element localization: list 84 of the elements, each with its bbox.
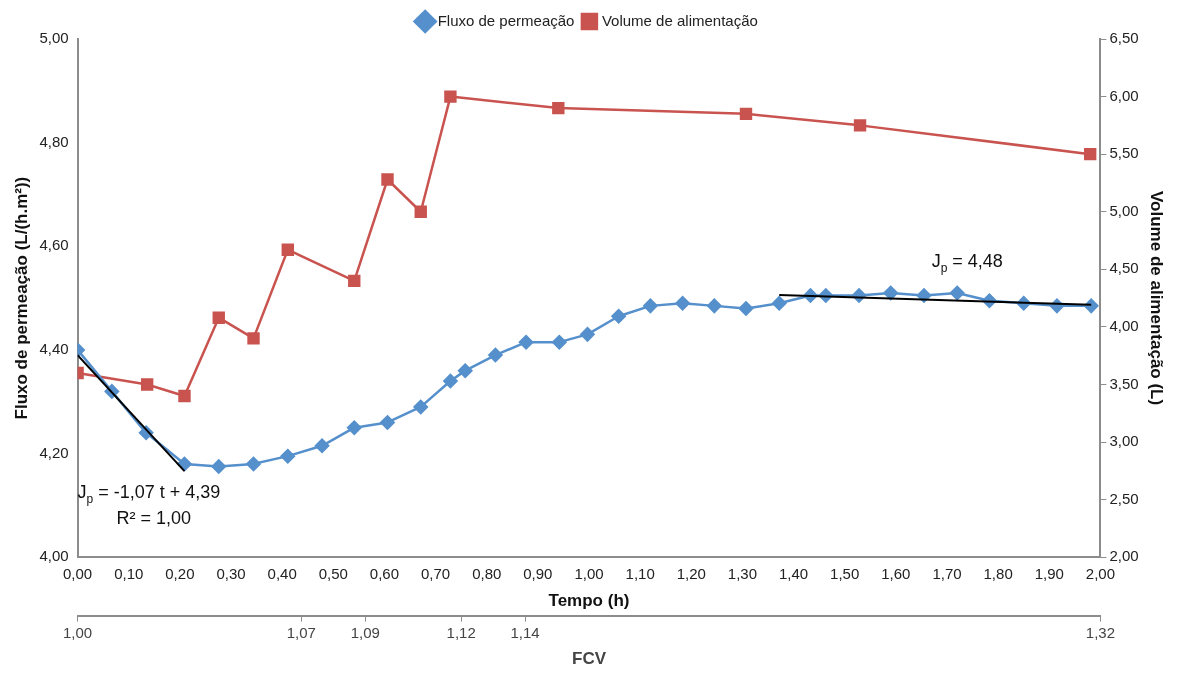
point [413, 399, 428, 415]
x-tick-label: 1,60 [881, 565, 911, 583]
point [178, 389, 191, 403]
y2-tick-label: 3,00 [1109, 432, 1139, 450]
y2-tick-label: 6,50 [1109, 29, 1139, 47]
x-tick-label: 0,60 [369, 565, 400, 583]
legend-label: Volume de alimentação [601, 11, 758, 29]
y-tick-label: 4,20 [39, 443, 69, 461]
y2-tick-label: 5,00 [1109, 201, 1139, 219]
y2-tick-label: 2,00 [1109, 547, 1139, 565]
x-tick-label: 1,40 [778, 565, 809, 583]
x-tick-label: 0,80 [472, 565, 502, 583]
x2-tick-label: 1,12 [446, 623, 476, 641]
x2-tick-label: 1,09 [350, 623, 380, 641]
point [643, 298, 658, 314]
x-tick-label: 1,50 [830, 565, 860, 583]
x2-tick-label: 1,00 [62, 623, 93, 641]
point [457, 363, 473, 378]
point [246, 456, 261, 472]
point [247, 332, 260, 345]
x-tick-label: 1,10 [625, 565, 655, 583]
point [211, 459, 226, 474]
point [444, 90, 457, 103]
point [381, 173, 394, 186]
x-tick-label: 0,40 [267, 565, 297, 583]
x-tick-label: 0,20 [165, 565, 195, 583]
point [611, 308, 626, 324]
y-tick-label: 4,80 [39, 132, 69, 150]
point [771, 296, 787, 311]
point [739, 107, 753, 121]
point [580, 327, 595, 342]
point [707, 298, 722, 314]
x-tick-label: 1,30 [727, 565, 758, 583]
y2-tick-label: 6,00 [1109, 86, 1139, 104]
x2-tick-label: 1,14 [510, 623, 540, 641]
x-tick-label: 0,30 [216, 565, 246, 583]
point [518, 334, 534, 350]
point [314, 438, 330, 454]
point [853, 119, 867, 132]
x-tick-label: 1,90 [1034, 565, 1064, 583]
point [675, 296, 690, 311]
point [348, 274, 361, 288]
y2-tick-label: 4,00 [1109, 317, 1139, 335]
point [443, 373, 458, 389]
y-tick-label: 4,40 [39, 340, 69, 358]
point [552, 334, 567, 350]
point [949, 285, 965, 301]
point [380, 415, 395, 430]
y2-tick-label: 3,50 [1109, 374, 1139, 392]
x-tick-label: 0,70 [420, 565, 451, 583]
x-tick-label: 2,00 [1085, 565, 1116, 583]
x-tick-label: 1,20 [676, 565, 706, 583]
x-tick-label: 1,70 [932, 565, 962, 583]
y2-tick-label: 5,50 [1109, 144, 1139, 162]
x-tick-label: 0,10 [114, 565, 144, 583]
x2-tick-label: 1,32 [1085, 623, 1116, 641]
y-tick-label: 4,60 [39, 236, 69, 254]
x2-axis-title: FCV [572, 649, 607, 669]
y-axis-title: Fluxo de permeação (L/(h.m²)) [11, 176, 31, 420]
point [280, 448, 296, 464]
x2-tick-label: 1,07 [286, 623, 316, 641]
point [140, 378, 154, 391]
point [1083, 147, 1097, 161]
point [414, 205, 427, 218]
point [883, 285, 898, 301]
x-tick-label: 0,50 [318, 565, 348, 583]
point [347, 420, 362, 435]
annotation: R² = 1,00 [116, 507, 192, 528]
legend-label: Fluxo de permeação [437, 11, 575, 29]
point [738, 301, 754, 316]
point [281, 243, 294, 256]
x-tick-label: 1,00 [574, 565, 604, 583]
y2-tick-label: 4,50 [1109, 259, 1139, 277]
point [488, 347, 503, 363]
y2-axis-title: Volume de alimentação (L) [1147, 191, 1167, 406]
x-axis-title: Tempo (h) [548, 591, 630, 611]
y-tick-label: 5,00 [39, 29, 69, 47]
x-tick-label: 0,90 [523, 565, 553, 583]
y-tick-label: 4,00 [39, 547, 69, 565]
point [552, 101, 565, 115]
y2-tick-label: 2,50 [1109, 489, 1139, 507]
x-tick-label: 1,80 [983, 565, 1013, 583]
point [212, 311, 225, 324]
x-tick-label: 0,00 [62, 565, 93, 583]
